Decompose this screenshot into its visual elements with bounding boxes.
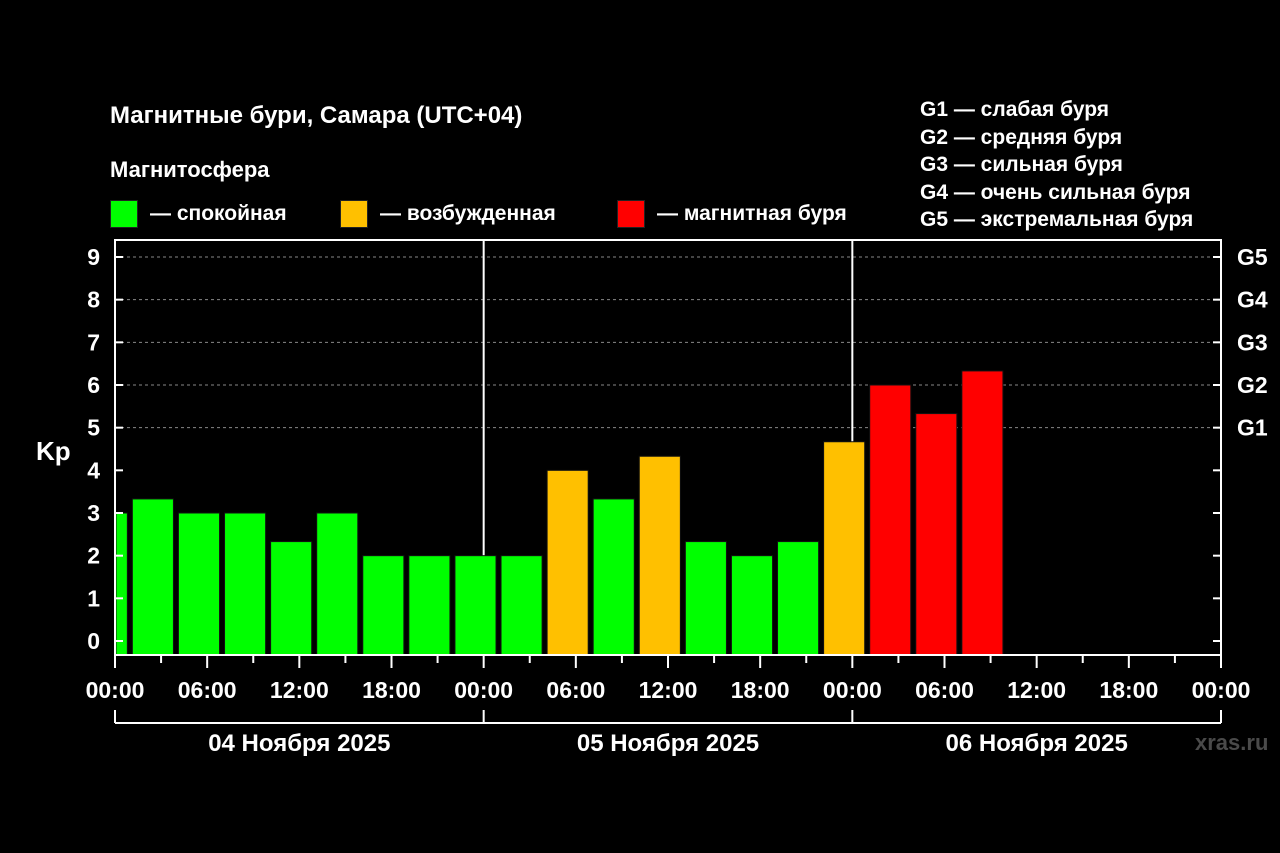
- y-tick-label: 9: [87, 244, 100, 270]
- x-tick-label: 18:00: [731, 677, 790, 703]
- kp-bar: [454, 555, 497, 656]
- day-label: 04 Ноября 2025: [208, 730, 390, 757]
- kp-bar: [316, 512, 359, 656]
- legend-swatch-quiet: [110, 200, 138, 228]
- x-tick-label: 00:00: [823, 677, 882, 703]
- right-tick-label-g3: G3: [1237, 329, 1268, 355]
- y-axis-label: Kp: [36, 436, 71, 466]
- legend-label-active: — возбужденная: [380, 202, 556, 225]
- right-tick-label-g5: G5: [1237, 244, 1268, 270]
- y-tick-label: 6: [87, 372, 100, 398]
- kp-bar: [777, 541, 820, 656]
- legend-item-active: — возбужденная: [340, 199, 556, 229]
- legend-swatch-storm: [617, 200, 645, 228]
- day-label: 05 Ноября 2025: [577, 730, 759, 757]
- kp-bar: [408, 555, 451, 656]
- kp-bar: [915, 413, 958, 656]
- legend-label-storm: — магнитная буря: [657, 202, 847, 225]
- kp-bar: [500, 555, 543, 656]
- kp-bar: [224, 512, 267, 656]
- x-tick-label: 06:00: [546, 677, 605, 703]
- kp-bar: [592, 498, 635, 656]
- kp-bar: [270, 541, 313, 656]
- x-tick-label: 00:00: [86, 677, 145, 703]
- x-tick-label: 18:00: [1099, 677, 1158, 703]
- kp-bar: [869, 384, 912, 656]
- g-legend-g1: G1 — слабая буря: [920, 98, 1110, 121]
- x-tick-label: 06:00: [915, 677, 974, 703]
- kp-bar: [362, 555, 405, 656]
- y-tick-label: 8: [87, 287, 100, 313]
- x-tick-label: 12:00: [1007, 677, 1066, 703]
- kp-bar: [823, 441, 866, 656]
- right-tick-label-g1: G1: [1237, 415, 1268, 441]
- chart-title: Магнитные бури, Самара (UTC+04): [110, 102, 523, 129]
- x-tick-label: 12:00: [639, 677, 698, 703]
- kp-bar: [177, 512, 221, 656]
- g-legend-g5: G5 — экстремальная буря: [920, 208, 1194, 231]
- kp-bar: [961, 370, 1004, 656]
- kp-bar: [638, 455, 681, 656]
- y-tick-label: 4: [87, 457, 100, 483]
- watermark: xras.ru: [1195, 730, 1269, 755]
- legend-item-storm: — магнитная буря: [617, 199, 847, 229]
- g-legend-g2: G2 — средняя буря: [920, 125, 1123, 149]
- x-tick-label: 12:00: [270, 677, 329, 703]
- y-tick-label: 2: [87, 543, 100, 569]
- x-tick-label: 18:00: [362, 677, 421, 703]
- g-legend-g3: G3 — сильная буря: [920, 153, 1123, 176]
- legend-label-quiet: — спокойная: [150, 202, 287, 225]
- y-tick-label: 5: [87, 415, 100, 441]
- right-tick-label-g2: G2: [1237, 372, 1268, 398]
- x-tick-label: 06:00: [178, 677, 237, 703]
- chart-subtitle: Магнитосфера: [110, 157, 270, 182]
- right-tick-label-g4: G4: [1237, 287, 1268, 313]
- legend-swatch-active: [340, 200, 368, 228]
- x-tick-label: 00:00: [1192, 677, 1251, 703]
- y-tick-label: 3: [87, 500, 100, 526]
- y-tick-label: 0: [87, 628, 100, 654]
- kp-bar: [115, 512, 128, 656]
- kp-bar: [546, 469, 589, 656]
- kp-bar: [730, 555, 774, 656]
- g-legend-g4: G4 — очень сильная буря: [920, 180, 1191, 204]
- x-tick-label: 00:00: [454, 677, 513, 703]
- day-label: 06 Ноября 2025: [946, 730, 1128, 757]
- y-tick-label: 1: [87, 585, 100, 611]
- kp-bar: [684, 541, 727, 656]
- legend-item-quiet: — спокойная: [110, 199, 287, 229]
- kp-bar: [131, 498, 174, 656]
- y-tick-label: 7: [87, 329, 100, 355]
- g-scale-legend: G1 — слабая буря G2 — средняя буря G3 — …: [920, 96, 1193, 234]
